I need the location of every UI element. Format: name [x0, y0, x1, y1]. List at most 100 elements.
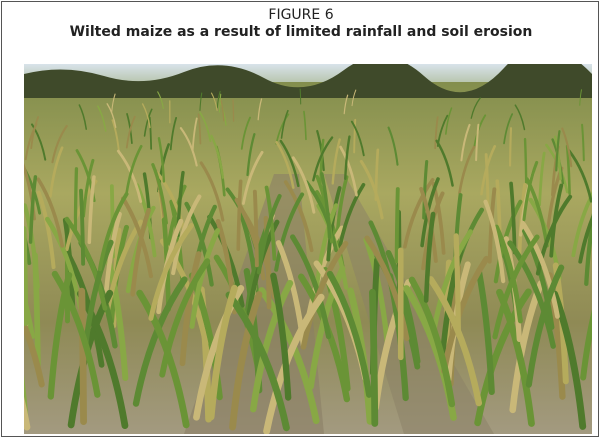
leaf — [274, 192, 305, 272]
leaf — [229, 291, 263, 431]
leaf — [132, 276, 188, 407]
leaf — [549, 183, 564, 258]
leaf — [24, 165, 42, 215]
leaf — [210, 134, 225, 179]
leaf — [24, 226, 29, 327]
leaf — [475, 123, 480, 162]
leaf — [445, 107, 453, 135]
figure-caption: Wilted maize as a result of limited rain… — [69, 24, 533, 40]
leaf — [28, 175, 38, 244]
leaf — [157, 137, 166, 183]
leaf — [51, 270, 101, 398]
leaf — [76, 290, 129, 430]
leaf — [339, 145, 358, 197]
leaf — [314, 203, 339, 290]
leaf — [350, 120, 365, 157]
leaf — [434, 116, 439, 150]
leaf — [312, 136, 334, 182]
leaf — [344, 135, 351, 181]
leaf — [326, 270, 373, 398]
leaf — [179, 251, 202, 367]
leaf — [143, 108, 153, 137]
leaf — [291, 156, 316, 214]
leaf — [460, 123, 471, 162]
leaf — [319, 138, 325, 186]
leaf — [507, 240, 556, 349]
leaf — [220, 99, 225, 122]
leaf — [199, 111, 212, 143]
leaf — [218, 93, 222, 113]
maize-plants — [24, 88, 592, 434]
leaf — [279, 139, 300, 188]
leaf — [97, 105, 107, 132]
leaf — [216, 90, 221, 109]
leaf — [363, 236, 390, 344]
leaf — [106, 103, 117, 128]
leaf — [368, 220, 399, 317]
leaf — [458, 144, 477, 195]
leaf — [453, 233, 461, 338]
leaf — [157, 91, 164, 109]
leaf — [351, 89, 357, 107]
leaf — [199, 92, 203, 111]
photo — [24, 64, 592, 434]
sky — [24, 64, 592, 82]
leaf — [336, 182, 366, 257]
leaf — [82, 158, 95, 218]
leaf — [30, 123, 47, 161]
leaf — [275, 140, 295, 189]
leaf — [49, 146, 64, 198]
leaf — [394, 187, 400, 264]
leaf — [24, 317, 45, 388]
leaf — [111, 93, 116, 113]
leaf — [64, 216, 108, 311]
leaf — [303, 110, 307, 141]
leaf — [125, 144, 143, 196]
leaf — [87, 175, 96, 245]
leaf — [403, 178, 435, 249]
leaf — [270, 272, 292, 401]
leaf — [159, 258, 211, 378]
leaf — [47, 271, 73, 400]
leaf — [30, 116, 40, 150]
leaf — [571, 191, 592, 258]
leaf — [263, 215, 272, 310]
figure-label: FIGURE 6 — [268, 7, 334, 23]
leaf — [256, 194, 282, 275]
leaf — [225, 291, 290, 432]
leaf — [475, 269, 495, 396]
leaf — [125, 115, 136, 149]
leaf — [359, 159, 384, 220]
leaf — [535, 194, 573, 276]
leaf — [79, 188, 86, 266]
leaf — [97, 192, 129, 272]
leaf — [364, 235, 410, 342]
leaf — [484, 153, 490, 209]
leaf — [422, 159, 429, 220]
leaf — [78, 104, 87, 130]
leaf — [36, 190, 56, 270]
leaf — [304, 180, 338, 253]
leaf — [578, 214, 592, 264]
leaf — [207, 284, 238, 421]
leaf — [290, 234, 332, 340]
leaf — [232, 99, 235, 122]
leaf — [584, 213, 592, 287]
leaf — [24, 288, 35, 340]
leaf — [520, 221, 560, 319]
leaf — [480, 145, 497, 196]
leaf — [580, 309, 592, 381]
leaf — [141, 103, 151, 129]
leaf — [474, 288, 532, 427]
leaf — [561, 127, 573, 168]
leaf — [369, 288, 379, 427]
leaf — [32, 252, 41, 369]
leaf — [78, 287, 87, 426]
leaf — [148, 116, 153, 150]
leaf — [483, 199, 506, 284]
leaf — [73, 167, 79, 232]
leaf — [514, 104, 526, 131]
leaf — [45, 216, 83, 311]
leaf — [525, 264, 565, 388]
